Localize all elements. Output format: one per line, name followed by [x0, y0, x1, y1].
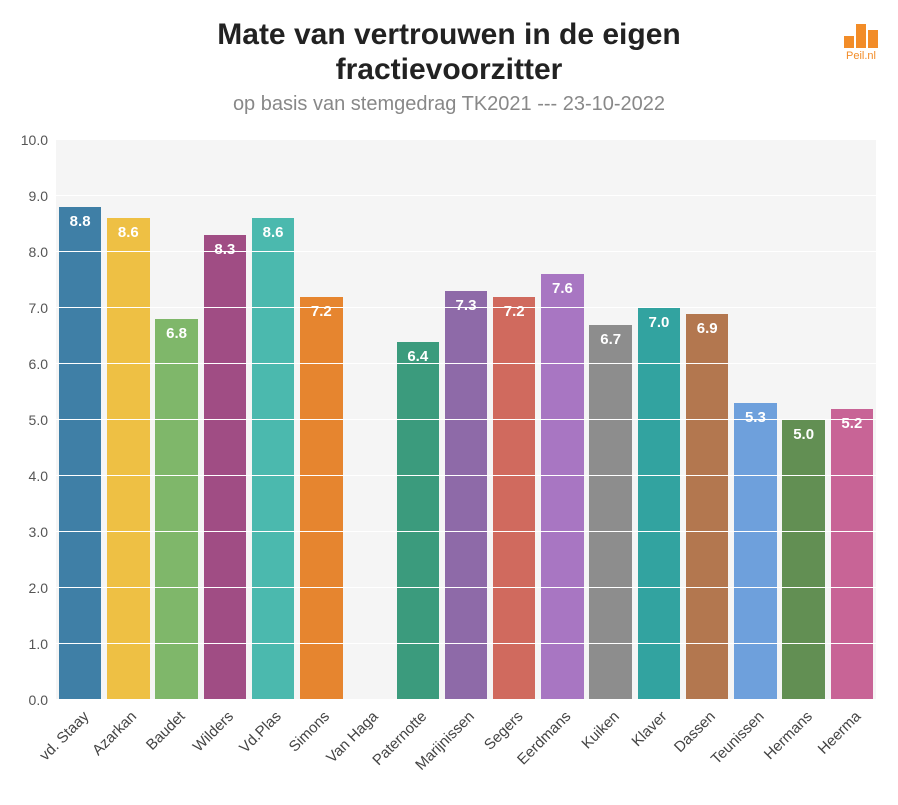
peil-logo: Peil.nl	[844, 20, 878, 62]
bar-slot: 8.6	[104, 140, 152, 700]
bar-slot: 7.2	[297, 140, 345, 700]
y-tick-label: 3.0	[29, 524, 56, 540]
gridline	[56, 531, 876, 532]
bar: 7.6	[541, 274, 583, 700]
y-tick-label: 7.0	[29, 300, 56, 316]
bar-value-label: 6.8	[166, 325, 187, 342]
gridline	[56, 363, 876, 364]
y-tick-label: 2.0	[29, 580, 56, 596]
chart-container: Peil.nl Mate van vertrouwen in de eigen …	[0, 0, 898, 805]
bar-value-label: 5.0	[793, 426, 814, 443]
bar-slot: 5.2	[828, 140, 876, 700]
gridline	[56, 699, 876, 700]
gridline	[56, 195, 876, 196]
bar: 5.2	[831, 409, 873, 700]
bar-slot: 6.4	[394, 140, 442, 700]
bar-slot: 7.0	[635, 140, 683, 700]
bar-slot	[345, 140, 393, 700]
x-axis-label: Hermans	[761, 708, 816, 763]
y-tick-label: 1.0	[29, 636, 56, 652]
gridline	[56, 307, 876, 308]
gridline	[56, 475, 876, 476]
bar-value-label: 7.6	[552, 280, 573, 297]
bar: 8.8	[59, 207, 101, 700]
x-axis-label: Dassen	[671, 708, 719, 756]
bar-value-label: 5.2	[841, 415, 862, 432]
logo-bar-icon	[868, 30, 878, 48]
bar-slot: 6.8	[152, 140, 200, 700]
bar-value-label: 6.9	[697, 320, 718, 337]
gridline	[56, 251, 876, 252]
x-axis-label: Segers	[481, 708, 527, 754]
bar-value-label: 7.2	[311, 303, 332, 320]
x-axis-label: Heerma	[814, 708, 864, 758]
y-tick-label: 10.0	[21, 132, 56, 148]
x-axis-label: vd. Staay	[36, 708, 92, 764]
y-tick-label: 8.0	[29, 244, 56, 260]
chart-title-line2: fractievoorzitter	[0, 53, 898, 88]
y-tick-label: 4.0	[29, 468, 56, 484]
bar-slot: 6.9	[683, 140, 731, 700]
chart-title-line1: Mate van vertrouwen in de eigen	[0, 18, 898, 53]
bar-value-label: 8.6	[118, 224, 139, 241]
x-axis-label: Klaver	[629, 708, 671, 750]
x-axis-label: Baudet	[143, 708, 189, 754]
x-axis-label: Wilders	[189, 708, 236, 755]
bar: 8.6	[252, 218, 294, 700]
bar: 8.6	[107, 218, 149, 700]
y-tick-label: 0.0	[29, 692, 56, 708]
bar: 5.0	[782, 420, 824, 700]
gridline	[56, 139, 876, 140]
gridline	[56, 587, 876, 588]
bar: 6.4	[397, 342, 439, 700]
bar: 5.3	[734, 403, 776, 700]
bars-group: 8.8 8.6 6.8 8.3 8.6 7.2 6.4 7.3 7.2 7.6 6.7 7.0 6.9 5…	[56, 140, 876, 700]
plot-area: 8.8 8.6 6.8 8.3 8.6 7.2 6.4 7.3 7.2 7.6 6.7 7.0 6.9 5…	[56, 140, 876, 700]
y-tick-label: 5.0	[29, 412, 56, 428]
bar: 7.2	[493, 297, 535, 700]
logo-bar-icon	[844, 36, 854, 48]
x-axis-label: Azarkan	[89, 708, 140, 759]
bar-slot: 5.0	[780, 140, 828, 700]
logo-bar-icon	[856, 24, 866, 48]
gridline	[56, 419, 876, 420]
bar: 8.3	[204, 235, 246, 700]
bar-slot: 7.2	[490, 140, 538, 700]
bar-value-label: 7.0	[648, 314, 669, 331]
peil-logo-text: Peil.nl	[844, 50, 878, 62]
chart-subtitle: op basis van stemgedrag TK2021 --- 23-10…	[0, 93, 898, 116]
bar-slot: 7.3	[442, 140, 490, 700]
bar-value-label: 6.7	[600, 331, 621, 348]
chart-title: Mate van vertrouwen in de eigen fractiev…	[0, 0, 898, 87]
gridline	[56, 643, 876, 644]
bar-value-label: 8.3	[214, 241, 235, 258]
bar: 7.2	[300, 297, 342, 700]
bar-slot: 7.6	[538, 140, 586, 700]
x-axis-label: Kuiken	[578, 708, 622, 752]
bar-slot: 8.6	[249, 140, 297, 700]
bar: 7.3	[445, 291, 487, 700]
bar-slot: 8.8	[56, 140, 104, 700]
bar-value-label: 5.3	[745, 409, 766, 426]
bar-slot: 6.7	[587, 140, 635, 700]
bar: 7.0	[638, 308, 680, 700]
y-tick-label: 9.0	[29, 188, 56, 204]
bar-slot: 8.3	[201, 140, 249, 700]
bar-value-label: 8.8	[70, 213, 91, 230]
y-tick-label: 6.0	[29, 356, 56, 372]
bar-value-label: 7.2	[504, 303, 525, 320]
bar-slot: 5.3	[731, 140, 779, 700]
bar-value-label: 7.3	[456, 297, 477, 314]
x-axis-label: Vd.Plas	[237, 708, 286, 757]
x-axis-label: Simons	[286, 708, 333, 755]
bar-value-label: 8.6	[263, 224, 284, 241]
peil-logo-bars	[844, 20, 878, 48]
